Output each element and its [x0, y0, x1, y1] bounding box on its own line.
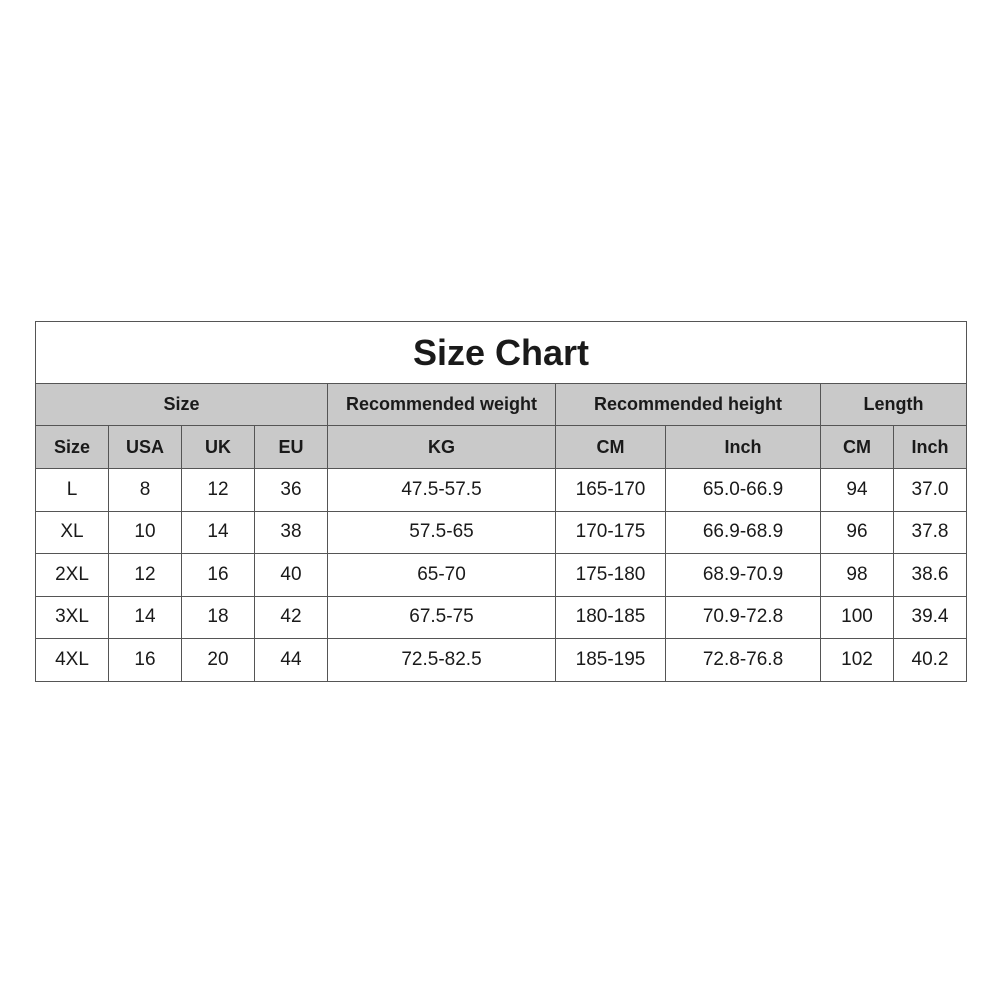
table-row: XL 10 14 38 57.5-65 170-175 66.9-68.9 96 37.8 — [35, 510, 967, 554]
group-header: Size — [35, 383, 328, 426]
table-cell: 38 — [254, 510, 328, 554]
table-cell: 42 — [254, 595, 328, 639]
table-cell: 94 — [820, 468, 894, 512]
table-cell: 72.8-76.8 — [665, 638, 821, 682]
table-cell: 66.9-68.9 — [665, 510, 821, 554]
table-cell: 38.6 — [893, 553, 967, 597]
table-cell: 8 — [108, 468, 182, 512]
table-cell: 10 — [108, 510, 182, 554]
column-header: KG — [327, 425, 556, 469]
table-cell: 72.5-82.5 — [327, 638, 556, 682]
table-cell: 185-195 — [555, 638, 666, 682]
table-cell: 98 — [820, 553, 894, 597]
table-row: 3XL 14 18 42 67.5-75 180-185 70.9-72.8 100 39.4 — [35, 595, 967, 639]
table-cell: 65.0-66.9 — [665, 468, 821, 512]
column-header: USA — [108, 425, 182, 469]
table-cell: 67.5-75 — [327, 595, 556, 639]
group-header: Recommended weight — [327, 383, 556, 426]
size-chart-table: Size Chart Size Recommended weight Recomme… — [35, 321, 967, 682]
column-header: CM — [555, 425, 666, 469]
group-header: Recommended height — [555, 383, 821, 426]
table-row: 2XL 12 16 40 65-70 175-180 68.9-70.9 98 38.6 — [35, 553, 967, 597]
table-cell: 170-175 — [555, 510, 666, 554]
table-cell: 37.0 — [893, 468, 967, 512]
chart-title: Size Chart — [35, 321, 967, 384]
table-row: 4XL 16 20 44 72.5-82.5 185-195 72.8-76.8 102 40.… — [35, 638, 967, 682]
table-cell: XL — [35, 510, 109, 554]
table-cell: 70.9-72.8 — [665, 595, 821, 639]
table-cell: 65-70 — [327, 553, 556, 597]
table-cell: 16 — [108, 638, 182, 682]
column-header: CM — [820, 425, 894, 469]
column-header: Inch — [893, 425, 967, 469]
table-cell: 100 — [820, 595, 894, 639]
table-cell: 2XL — [35, 553, 109, 597]
table-cell: 12 — [108, 553, 182, 597]
table-cell: 14 — [108, 595, 182, 639]
table-cell: 39.4 — [893, 595, 967, 639]
table-cell: 16 — [181, 553, 255, 597]
table-cell: 3XL — [35, 595, 109, 639]
column-header: Size — [35, 425, 109, 469]
table-cell: 4XL — [35, 638, 109, 682]
table-cell: 165-170 — [555, 468, 666, 512]
table-cell: 96 — [820, 510, 894, 554]
group-header: Length — [820, 383, 967, 426]
table-cell: 14 — [181, 510, 255, 554]
table-cell: 12 — [181, 468, 255, 512]
table-cell: 57.5-65 — [327, 510, 556, 554]
table-cell: L — [35, 468, 109, 512]
table-cell: 37.8 — [893, 510, 967, 554]
column-header: Inch — [665, 425, 821, 469]
column-header-row: Size USA UK EU KG CM Inch CM Inch — [35, 425, 967, 469]
table-cell: 47.5-57.5 — [327, 468, 556, 512]
table-row: L 8 12 36 47.5-57.5 165-170 65.0-66.9 94 37.0 — [35, 468, 967, 512]
table-cell: 175-180 — [555, 553, 666, 597]
table-cell: 20 — [181, 638, 255, 682]
table-cell: 102 — [820, 638, 894, 682]
table-cell: 40 — [254, 553, 328, 597]
table-cell: 40.2 — [893, 638, 967, 682]
column-header: UK — [181, 425, 255, 469]
column-header: EU — [254, 425, 328, 469]
table-cell: 68.9-70.9 — [665, 553, 821, 597]
table-cell: 180-185 — [555, 595, 666, 639]
table-cell: 18 — [181, 595, 255, 639]
table-cell: 44 — [254, 638, 328, 682]
table-cell: 36 — [254, 468, 328, 512]
table-body: L 8 12 36 47.5-57.5 165-170 65.0-66.9 94 37.0 XL 1… — [35, 468, 967, 682]
group-header-row: Size Recommended weight Recommended height… — [35, 383, 967, 426]
